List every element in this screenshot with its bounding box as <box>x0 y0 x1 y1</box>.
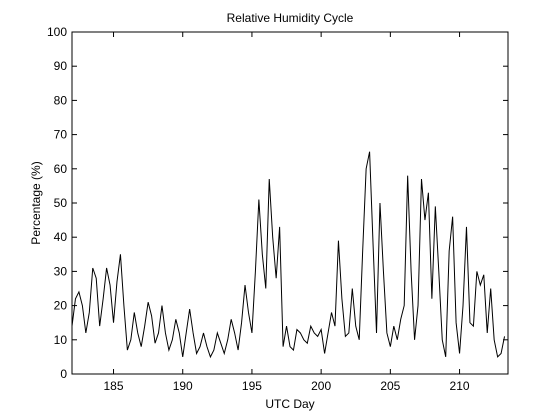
y-tick-label: 90 <box>54 59 68 73</box>
x-tick-label: 195 <box>242 379 262 393</box>
data-line <box>71 151 506 359</box>
y-tick-label: 70 <box>54 128 68 142</box>
x-tick-label: 205 <box>380 379 400 393</box>
y-axis-label: Percentage (%) <box>29 161 43 244</box>
y-tick-label: 30 <box>54 264 68 278</box>
chart-title: Relative Humidity Cycle <box>227 11 354 25</box>
y-tick-label: 100 <box>47 25 67 39</box>
x-tick-label: 185 <box>104 379 124 393</box>
x-tick-label: 190 <box>173 379 193 393</box>
y-tick-label: 10 <box>54 333 68 347</box>
y-tick-label: 60 <box>54 162 68 176</box>
x-axis-label: UTC Day <box>265 397 314 411</box>
y-tick-label: 80 <box>54 93 68 107</box>
x-tick-label: 200 <box>311 379 331 393</box>
y-tick-label: 50 <box>54 196 68 210</box>
x-tick-label: 210 <box>450 379 470 393</box>
y-tick-label: 0 <box>60 367 67 381</box>
y-tick-label: 40 <box>54 230 68 244</box>
y-tick-label: 20 <box>54 299 68 313</box>
